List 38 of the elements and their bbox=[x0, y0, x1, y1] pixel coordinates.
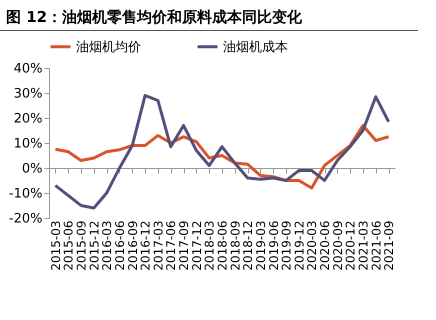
x-tick-label: 2021-09 bbox=[382, 220, 396, 271]
x-tick-label: 2017-03 bbox=[151, 220, 166, 271]
legend-label: 油烟机均价 bbox=[76, 40, 141, 55]
x-tick-label: 2016-03 bbox=[100, 220, 114, 271]
x-tick-label: 2018-06 bbox=[216, 220, 230, 271]
x-tick-label: 2019-09 bbox=[280, 220, 294, 271]
x-tick-label: 2015-06 bbox=[62, 220, 76, 271]
x-tick-label: 2018-12 bbox=[241, 220, 256, 271]
x-tick-label: 2021-06 bbox=[369, 220, 384, 271]
x-tick-label: 2015-09 bbox=[74, 220, 89, 271]
x-tick-label: 2016-12 bbox=[138, 220, 153, 271]
y-tick-label: 0% bbox=[22, 162, 42, 176]
x-tick-label: 2017-12 bbox=[190, 220, 204, 271]
x-tick-label: 2018-09 bbox=[228, 220, 242, 271]
line-series bbox=[54, 94, 390, 210]
chart-title: 图 12：油烟机零售均价和原料成本同比变化 bbox=[0, 0, 418, 31]
x-tick-label: 2017-06 bbox=[164, 220, 178, 271]
x-tick-label: 2016-06 bbox=[112, 220, 127, 271]
legend-label: 油烟机成本 bbox=[223, 40, 288, 55]
x-tick-label: 2021-03 bbox=[356, 220, 370, 271]
x-tick-label: 2016-09 bbox=[126, 220, 140, 271]
x-tick-label: 2019-12 bbox=[292, 220, 306, 271]
y-tick-label: -20% bbox=[8, 212, 42, 226]
x-tick-label: 2020-06 bbox=[318, 220, 332, 271]
x-tick-label: 2017-09 bbox=[177, 220, 192, 271]
x-tick-label: 2019-06 bbox=[266, 220, 281, 271]
y-tick-label: 30% bbox=[14, 86, 42, 102]
x-tick-label: 2020-09 bbox=[330, 220, 345, 271]
y-tick-label: -10% bbox=[8, 186, 42, 202]
x-tick-label: 2015-12 bbox=[87, 220, 102, 271]
x-tick-label: 2020-03 bbox=[305, 220, 320, 271]
x-tick-label: 2019-03 bbox=[254, 220, 268, 271]
x-tick-label: 2020-12 bbox=[344, 220, 358, 271]
y-tick-label: 20% bbox=[14, 112, 42, 126]
x-tick-label: 2018-03 bbox=[202, 220, 217, 271]
x-tick-label: 2015-03 bbox=[48, 220, 63, 271]
y-tick-label: 40% bbox=[14, 62, 42, 76]
y-tick-label: 10% bbox=[14, 136, 42, 152]
